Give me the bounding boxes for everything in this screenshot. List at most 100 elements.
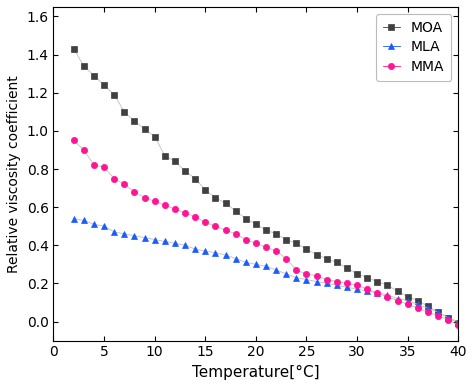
MLA <box>111 229 117 234</box>
MLA <box>263 264 269 269</box>
MOA <box>243 216 249 221</box>
MMA <box>273 249 279 253</box>
MMA <box>384 295 390 299</box>
MOA <box>162 153 168 158</box>
MMA <box>405 302 410 307</box>
MMA <box>162 203 168 207</box>
MOA <box>202 188 208 192</box>
MLA <box>132 233 137 238</box>
MOA <box>172 159 178 164</box>
Line: MMA: MMA <box>71 137 461 329</box>
MOA <box>192 176 198 181</box>
MMA <box>142 195 147 200</box>
MMA <box>101 165 107 170</box>
MMA <box>121 182 127 187</box>
Y-axis label: Relative viscosity coefficient: Relative viscosity coefficient <box>7 75 21 273</box>
MLA <box>405 298 410 303</box>
MMA <box>172 207 178 211</box>
Line: MLA: MLA <box>71 216 461 325</box>
MLA <box>344 285 350 289</box>
MOA <box>354 272 360 276</box>
MOA <box>71 46 77 51</box>
MOA <box>263 228 269 232</box>
MMA <box>415 306 420 310</box>
MMA <box>182 211 188 215</box>
MOA <box>81 64 87 68</box>
MLA <box>192 247 198 252</box>
MMA <box>132 190 137 194</box>
MLA <box>435 310 441 314</box>
MMA <box>334 279 340 284</box>
MLA <box>243 260 249 265</box>
MOA <box>365 276 370 280</box>
MLA <box>324 281 329 286</box>
MMA <box>314 274 319 278</box>
MLA <box>273 268 279 272</box>
MLA <box>334 283 340 288</box>
MMA <box>446 317 451 322</box>
MOA <box>405 295 410 299</box>
MOA <box>456 321 461 326</box>
MLA <box>223 252 228 257</box>
MOA <box>182 169 188 173</box>
MMA <box>192 214 198 219</box>
MLA <box>202 249 208 253</box>
MOA <box>324 256 329 261</box>
MMA <box>435 313 441 318</box>
MMA <box>293 268 299 272</box>
MOA <box>344 266 350 271</box>
MMA <box>304 272 310 276</box>
MLA <box>81 218 87 223</box>
MOA <box>425 304 431 308</box>
MLA <box>172 241 178 246</box>
MLA <box>384 293 390 297</box>
MLA <box>456 319 461 324</box>
MMA <box>81 147 87 152</box>
MMA <box>152 199 157 204</box>
MLA <box>283 272 289 276</box>
MLA <box>152 237 157 242</box>
MOA <box>384 283 390 288</box>
MMA <box>283 256 289 261</box>
MMA <box>202 220 208 225</box>
MMA <box>91 163 97 168</box>
MOA <box>415 298 420 303</box>
MOA <box>152 134 157 139</box>
MOA <box>304 247 310 252</box>
MOA <box>142 127 147 131</box>
MMA <box>324 277 329 282</box>
MLA <box>101 224 107 229</box>
MOA <box>101 83 107 87</box>
MLA <box>354 287 360 291</box>
X-axis label: Temperature[°C]: Temperature[°C] <box>192 365 319 380</box>
MMA <box>354 283 360 288</box>
MLA <box>212 251 218 255</box>
MMA <box>111 176 117 181</box>
MOA <box>233 209 238 213</box>
MMA <box>212 224 218 229</box>
MOA <box>314 252 319 257</box>
MOA <box>293 241 299 246</box>
MLA <box>395 296 401 301</box>
MOA <box>212 195 218 200</box>
MLA <box>253 262 259 267</box>
MLA <box>365 289 370 293</box>
MMA <box>223 228 228 232</box>
MOA <box>435 310 441 314</box>
MLA <box>425 306 431 310</box>
MOA <box>374 279 380 284</box>
MMA <box>374 291 380 295</box>
MOA <box>283 237 289 242</box>
MLA <box>71 216 77 221</box>
MMA <box>395 298 401 303</box>
MMA <box>233 231 238 236</box>
MLA <box>162 239 168 244</box>
Line: MOA: MOA <box>71 46 461 327</box>
MLA <box>233 256 238 261</box>
MOA <box>253 222 259 227</box>
MLA <box>182 243 188 248</box>
MLA <box>293 276 299 280</box>
MLA <box>374 291 380 295</box>
MLA <box>304 277 310 282</box>
MLA <box>415 302 420 307</box>
